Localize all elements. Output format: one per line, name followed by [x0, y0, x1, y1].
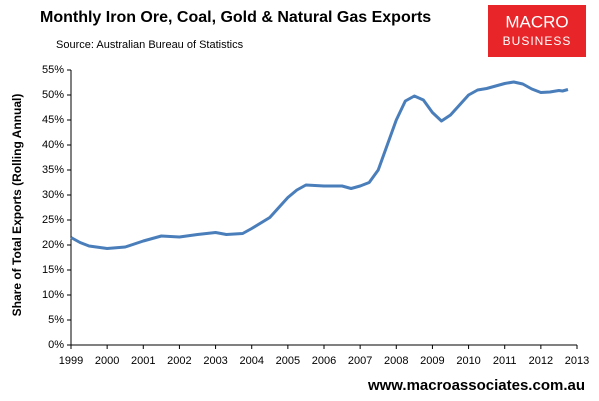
- chart-subtitle: Source: Australian Bureau of Statistics: [56, 39, 244, 51]
- x-tick-label: 2002: [167, 355, 191, 367]
- x-tick-label: 2006: [312, 355, 336, 367]
- x-tick-label: 2004: [239, 355, 263, 367]
- y-tick-label: 35%: [42, 164, 64, 176]
- x-tick-label: 2012: [529, 355, 553, 367]
- y-tick-label: 40%: [42, 139, 64, 151]
- logo-box: [488, 5, 586, 57]
- x-tick-label: 2003: [203, 355, 227, 367]
- y-tick-label: 20%: [42, 239, 64, 251]
- x-tick-label: 2010: [456, 355, 480, 367]
- x-tick-label: 2001: [131, 355, 155, 367]
- x-tick-label: 2000: [95, 355, 119, 367]
- footer: www.macroassociates.com.au: [367, 377, 585, 394]
- y-tick-label: 55%: [42, 64, 64, 76]
- chart-title: Monthly Iron Ore, Coal, Gold & Natural G…: [40, 9, 431, 26]
- y-tick-label: 5%: [48, 314, 64, 326]
- y-axis-label: Share of Total Exports (Rolling Annual): [10, 94, 24, 317]
- y-tick-label: 0%: [48, 339, 64, 351]
- x-tick-label: 2011: [493, 355, 517, 367]
- y-tick-label: 30%: [42, 189, 64, 201]
- x-tick-label: 2008: [384, 355, 408, 367]
- y-tick-label: 25%: [42, 214, 64, 226]
- data-line: [70, 80, 569, 250]
- y-tick-label: 15%: [42, 264, 64, 276]
- x-tick-label: 2009: [420, 355, 444, 367]
- x-tick-label: 2005: [276, 355, 300, 367]
- logo-text: BUSINESS: [503, 34, 572, 48]
- logo-text: MACRO: [505, 12, 568, 31]
- y-tick-label: 45%: [42, 114, 64, 126]
- x-tick-label: 2013: [565, 355, 589, 367]
- x-tick-label: 2007: [348, 355, 372, 367]
- x-tick-label: 1999: [59, 355, 83, 367]
- y-tick-label: 10%: [42, 289, 64, 301]
- y-tick-label: 50%: [42, 89, 64, 101]
